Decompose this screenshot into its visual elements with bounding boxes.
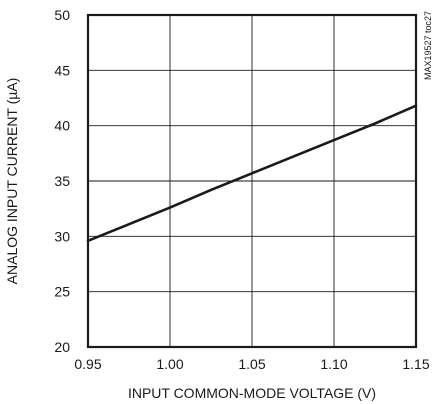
figure-code-label: MAX19527 toc27: [423, 11, 433, 80]
grid-lines: [88, 15, 416, 347]
y-axis-title: ANALOG INPUT CURRENT (µA): [4, 78, 20, 285]
x-tick-label: 1.00: [156, 356, 183, 372]
y-axis-ticks: 20 25 30 35 40 45 50: [54, 7, 70, 355]
y-tick-label: 25: [54, 284, 70, 300]
x-tick-label: 1.10: [320, 356, 347, 372]
y-tick-label: 35: [54, 173, 70, 189]
x-tick-label: 1.05: [238, 356, 265, 372]
x-axis-ticks: 0.95 1.00 1.05 1.10 1.15: [74, 356, 429, 372]
x-tick-label: 0.95: [74, 356, 101, 372]
series-layer: [86, 104, 418, 243]
y-tick-label: 50: [54, 7, 70, 23]
series-line: [86, 104, 418, 243]
y-tick-label: 45: [54, 62, 70, 78]
y-tick-label: 20: [54, 339, 70, 355]
y-tick-label: 40: [54, 118, 70, 134]
x-tick-label: 1.15: [402, 356, 429, 372]
y-tick-label: 30: [54, 228, 70, 244]
x-axis-title: INPUT COMMON-MODE VOLTAGE (V): [128, 385, 376, 401]
plot-frame: [86, 13, 418, 349]
